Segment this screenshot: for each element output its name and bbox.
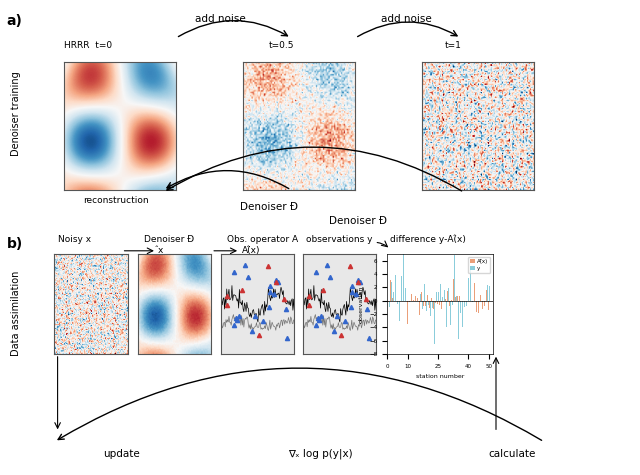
Bar [456, 296, 457, 301]
Bar [454, 256, 455, 301]
Bar [486, 285, 488, 301]
Bar [432, 301, 433, 308]
Bar [390, 280, 391, 301]
Bar [453, 279, 454, 301]
Text: Obs. operator Α: Obs. operator Α [227, 235, 298, 244]
Text: a): a) [6, 14, 22, 28]
Text: ∇ₓ log p(y|x): ∇ₓ log p(y|x) [288, 448, 352, 459]
Bar [419, 301, 420, 315]
Text: Denoiser Đ: Denoiser Đ [330, 216, 387, 226]
Bar [489, 285, 490, 301]
Text: b): b) [6, 238, 22, 251]
Bar [417, 298, 418, 301]
Bar [427, 295, 428, 301]
Bar [484, 301, 486, 304]
Text: HRRR  t=0: HRRR t=0 [64, 41, 112, 49]
Bar [458, 301, 459, 339]
Text: calculate: calculate [488, 448, 536, 459]
Bar [430, 301, 431, 316]
Bar [399, 301, 400, 321]
Bar [433, 301, 434, 309]
Text: Denoiser Đ: Denoiser Đ [144, 235, 194, 244]
Bar [401, 276, 402, 301]
Bar [482, 301, 483, 309]
Text: add noise: add noise [195, 14, 246, 24]
Bar [435, 301, 436, 303]
Text: t=0.5: t=0.5 [269, 41, 294, 49]
Bar [440, 284, 441, 301]
Bar [478, 301, 479, 313]
Bar [448, 288, 449, 301]
Text: difference y-Α(̂x): difference y-Α(̂x) [390, 234, 467, 244]
Bar [488, 301, 489, 310]
Bar [394, 287, 396, 301]
Bar [415, 286, 417, 301]
Bar [468, 278, 469, 301]
Bar [425, 301, 426, 306]
Bar [452, 301, 453, 305]
Text: add noise: add noise [381, 14, 432, 24]
Bar [428, 301, 429, 305]
Bar [397, 301, 398, 304]
Bar [451, 300, 452, 301]
Bar [462, 301, 463, 327]
Bar [403, 245, 404, 301]
Bar [423, 301, 424, 306]
Bar [439, 301, 440, 305]
Text: Data assimilation: Data assimilation [11, 271, 21, 356]
Bar [461, 301, 462, 318]
Bar [463, 301, 465, 303]
Bar [431, 298, 432, 301]
Bar [404, 301, 406, 302]
Bar [392, 298, 394, 301]
X-axis label: station number: station number [416, 374, 464, 379]
Text: update: update [103, 448, 140, 459]
Bar [411, 294, 412, 301]
Text: Noisy x: Noisy x [58, 235, 91, 244]
Text: observations y: observations y [306, 235, 372, 244]
Bar [480, 295, 481, 301]
Bar [445, 299, 446, 301]
Bar [447, 292, 448, 301]
Bar [442, 297, 443, 301]
Bar [474, 288, 476, 301]
Bar [446, 301, 447, 327]
Text: Denoiser training: Denoiser training [11, 72, 21, 156]
Text: t=1: t=1 [445, 41, 461, 49]
Text: Denoiser Đ: Denoiser Đ [240, 201, 298, 212]
Bar [413, 301, 415, 323]
Bar [449, 301, 450, 306]
Y-axis label: observation: observation [359, 285, 364, 323]
Bar [389, 301, 390, 307]
Bar [460, 301, 461, 313]
Bar [391, 282, 392, 301]
Bar [409, 301, 410, 303]
Bar [434, 301, 435, 344]
Bar [421, 292, 422, 301]
Bar [476, 301, 477, 312]
Bar [406, 301, 408, 324]
Bar [470, 270, 471, 301]
Bar [426, 301, 427, 311]
Bar [450, 301, 451, 325]
Bar [441, 301, 442, 309]
Bar [465, 301, 467, 322]
Text: Α(̂x): Α(̂x) [242, 247, 260, 255]
Bar [438, 292, 439, 301]
Bar [437, 301, 438, 304]
Text: ̂x: ̂x [159, 247, 164, 255]
Bar [472, 301, 474, 302]
Text: reconstruction: reconstruction [83, 196, 149, 205]
Bar [429, 301, 430, 308]
Bar [444, 290, 445, 301]
Legend: Α(̂x), y: Α(̂x), y [468, 257, 490, 273]
Bar [388, 301, 389, 302]
